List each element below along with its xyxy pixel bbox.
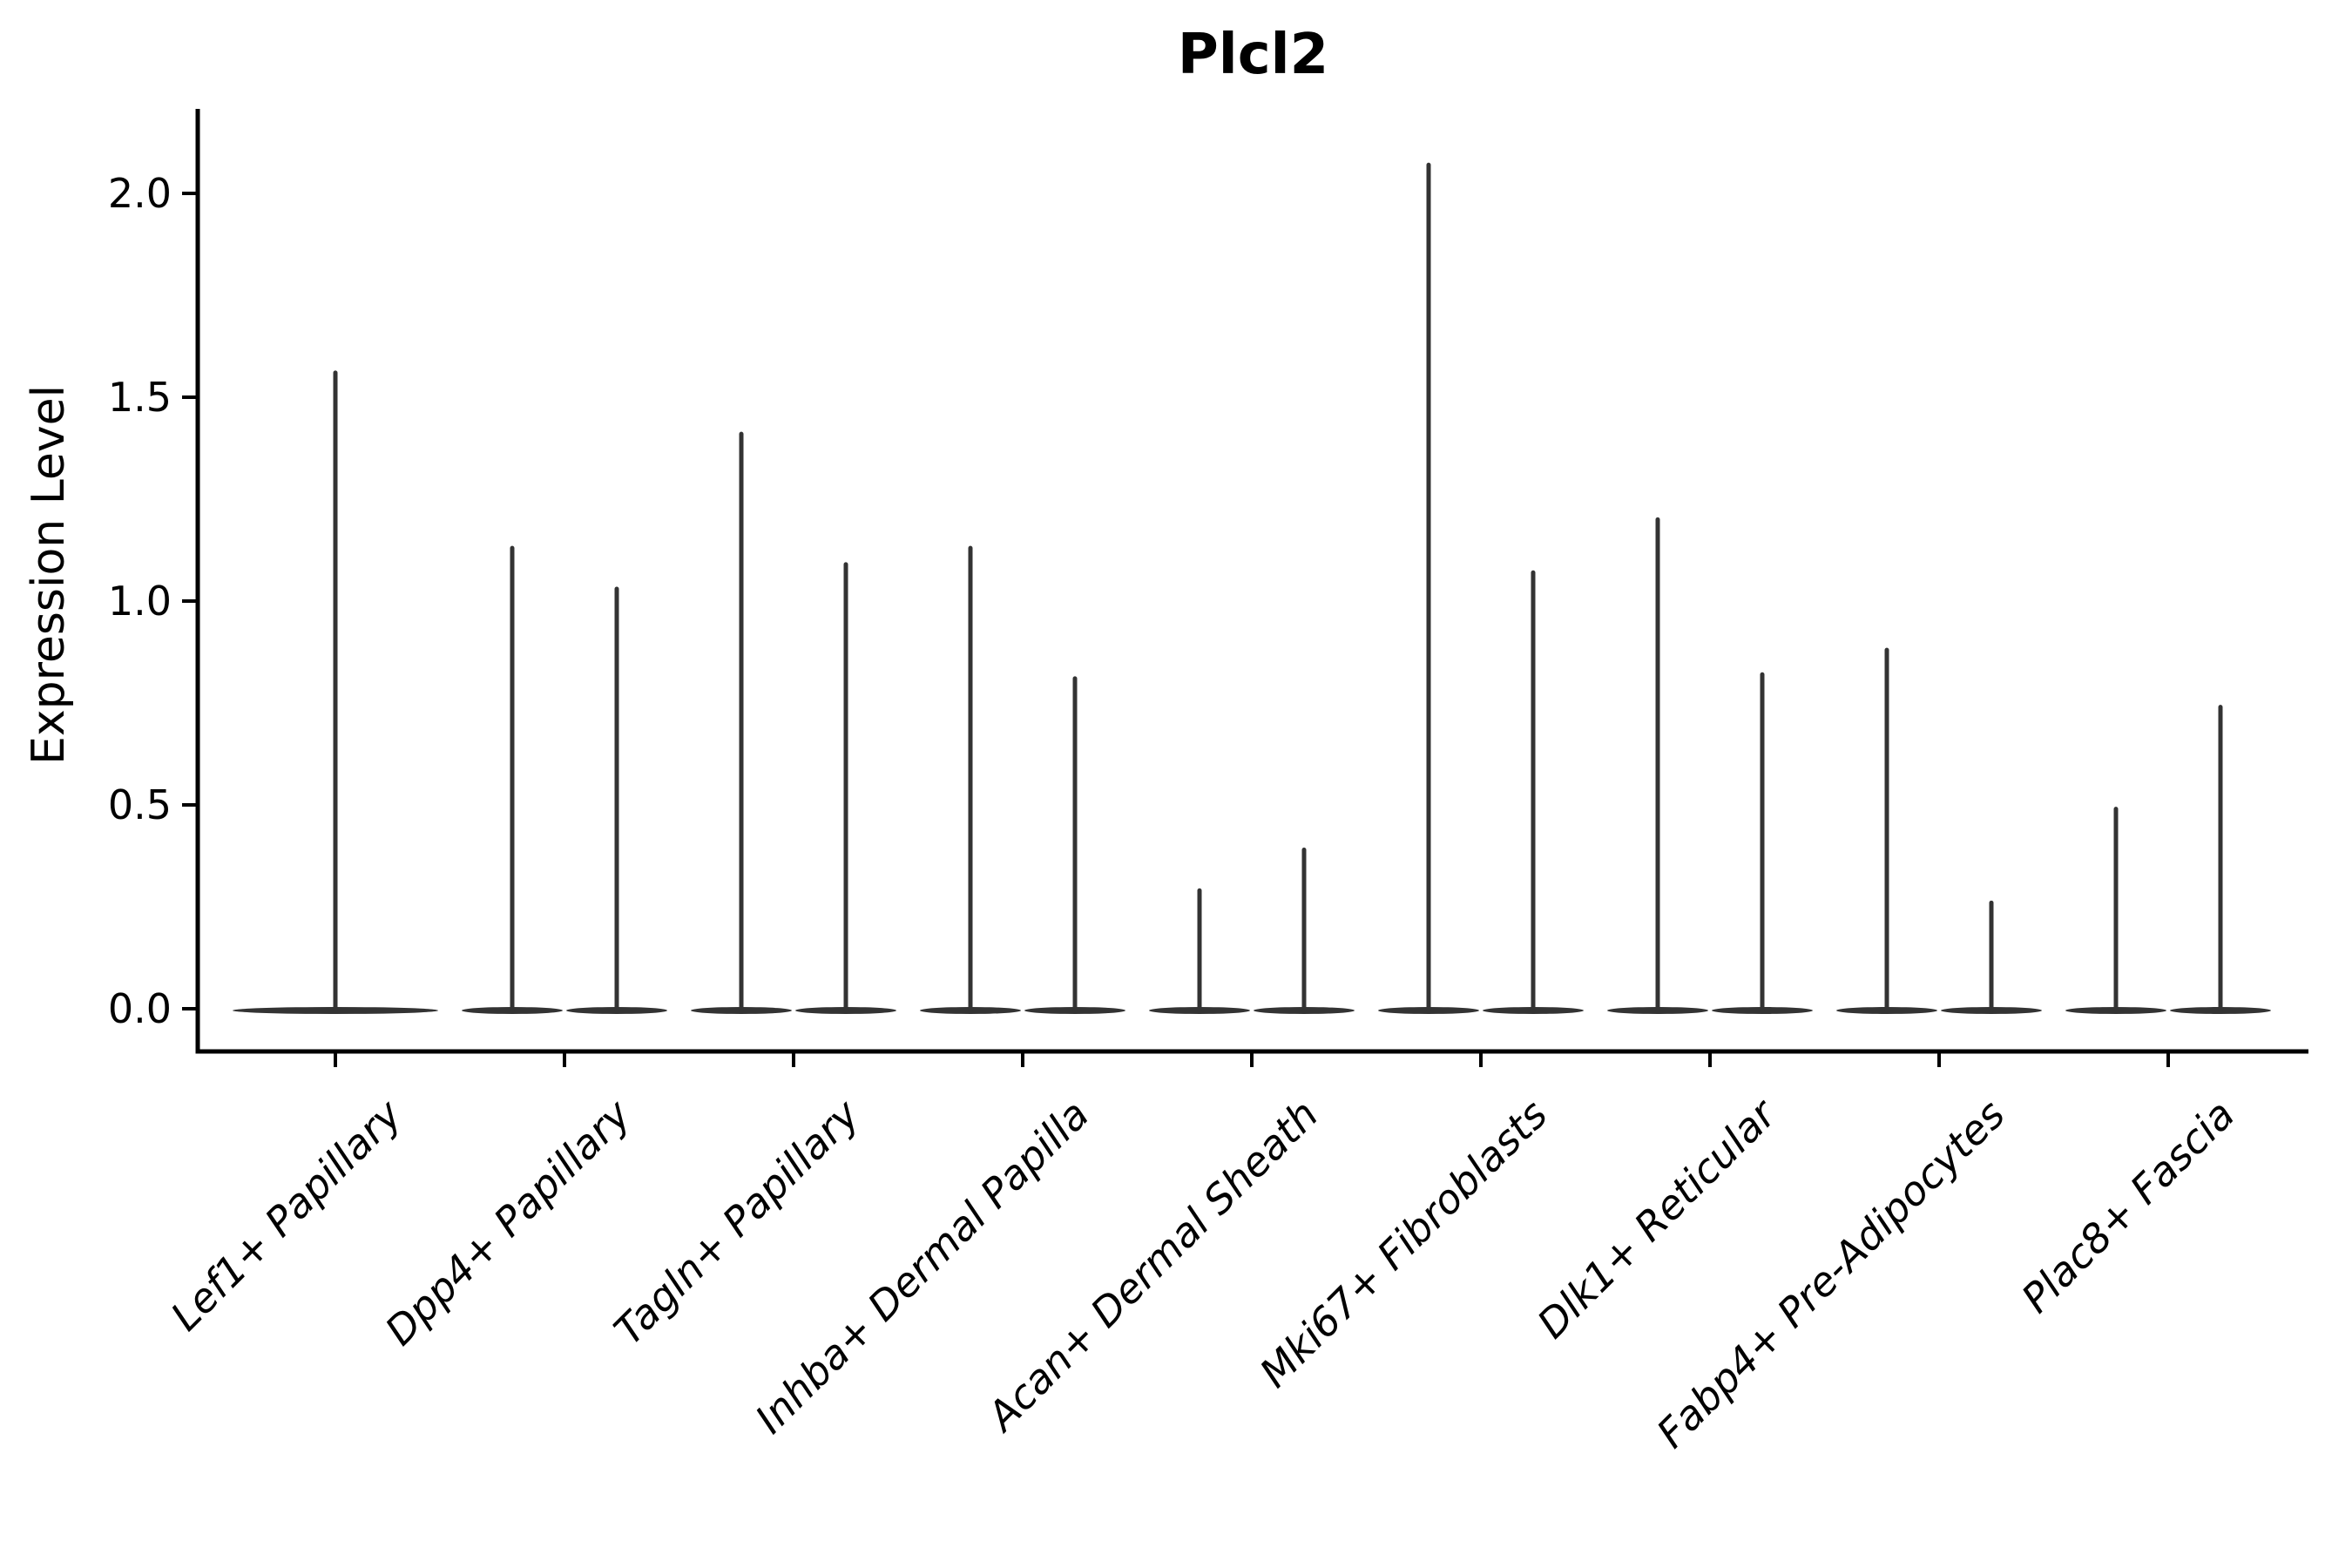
y-axis-label: Expression Level — [23, 384, 75, 766]
y-tick-label: 0.0 — [107, 985, 172, 1032]
y-tick-label: 0.5 — [107, 781, 172, 828]
chart-title: Plcl2 — [1177, 23, 1329, 87]
y-tick-label: 1.0 — [107, 578, 172, 625]
y-tick-label: 2.0 — [107, 170, 172, 217]
y-tick-label: 1.5 — [107, 374, 172, 421]
axes-spine — [195, 109, 2308, 1054]
